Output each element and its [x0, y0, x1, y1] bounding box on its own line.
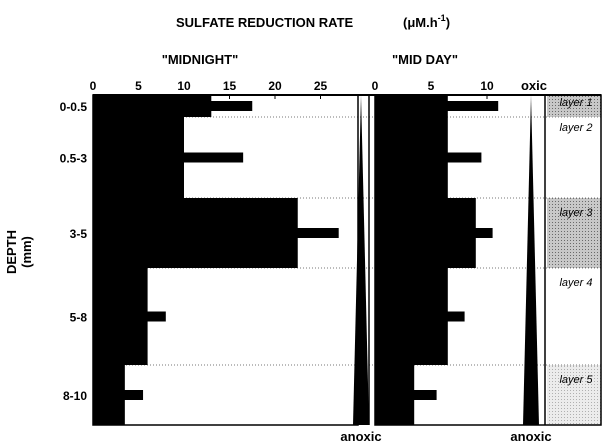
- layer-label: layer 1: [559, 97, 592, 109]
- x-tick-label: 5: [135, 79, 142, 93]
- rate-bar: [93, 312, 166, 322]
- panel-title-midnight: "MIDNIGHT": [162, 52, 239, 67]
- chart-title: SULFATE REDUCTION RATE: [176, 15, 354, 30]
- depth-category-label: 0-0.5: [60, 100, 88, 114]
- rate-bar: [375, 153, 481, 163]
- oxic-label: oxic: [521, 78, 547, 93]
- depth-category-label: 8-10: [63, 389, 87, 403]
- layer-label: layer 4: [559, 277, 592, 289]
- anoxic-label: anoxic: [340, 429, 381, 444]
- rate-bar: [93, 228, 339, 238]
- depth-category-label: 3-5: [70, 227, 88, 241]
- rate-bar: [375, 101, 498, 111]
- rate-bar: [93, 153, 243, 163]
- x-tick-label: 10: [480, 79, 494, 93]
- depth-category-label: 0.5-3: [60, 152, 88, 166]
- unit-sup: -1: [438, 13, 446, 23]
- chart-title-unit: (μM.h-1): [403, 13, 450, 30]
- panel-title-midday: "MID DAY": [392, 52, 458, 67]
- x-tick-label: 20: [268, 79, 282, 93]
- unit-open: (μM.h: [403, 15, 438, 30]
- y-axis-label-depth: DEPTH: [4, 230, 19, 274]
- rate-bar: [375, 228, 493, 238]
- x-tick-label: 25: [314, 79, 328, 93]
- y-axis-label-unit: (mm): [19, 236, 34, 268]
- layer-label: layer 5: [559, 374, 593, 386]
- x-tick-label: 0: [372, 79, 379, 93]
- rate-bar: [93, 390, 143, 400]
- rate-bar: [375, 312, 465, 322]
- x-tick-label: 0: [90, 79, 97, 93]
- x-tick-label: 15: [223, 79, 237, 93]
- depth-category-label: 5-8: [70, 311, 88, 325]
- x-tick-label: 5: [428, 79, 435, 93]
- x-tick-label: 10: [177, 79, 191, 93]
- unit-close: ): [446, 15, 450, 30]
- layer-label: layer 2: [559, 122, 592, 134]
- layer-label: layer 3: [559, 207, 593, 219]
- rate-bar: [93, 101, 252, 111]
- rate-bar: [375, 390, 437, 400]
- anoxic-label: anoxic: [510, 429, 551, 444]
